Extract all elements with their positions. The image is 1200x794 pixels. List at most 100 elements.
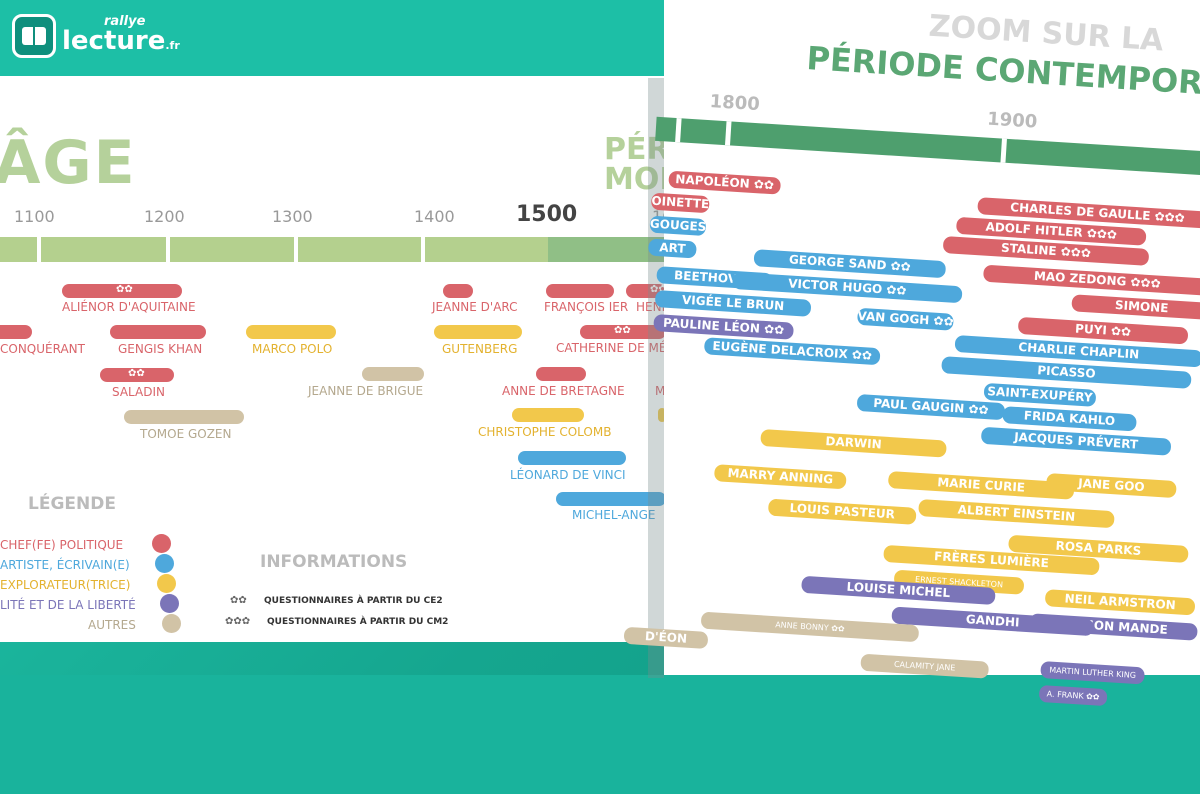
person-bar: EUGÈNE DELACROIX ✿✿ <box>703 337 881 366</box>
logo-lecture: lecture.fr <box>62 26 180 56</box>
info-item: QUESTIONNAIRES À PARTIR DU CE2 <box>264 596 443 606</box>
timeline-bar <box>655 116 1200 176</box>
person-bar: GEORGE SAND ✿✿ <box>753 249 947 279</box>
person-label: LÉONARD DE VINCI <box>510 468 626 482</box>
stars-icon: ✿✿ <box>128 368 145 379</box>
person-bar <box>580 325 666 339</box>
year-label: 1500 <box>516 202 578 227</box>
person-bar: MAO ZEDONG ✿✿✿ <box>982 264 1200 296</box>
person-label: FRANÇOIS IER <box>544 300 629 314</box>
person-bar: PAUL GAUGIN ✿✿ <box>856 393 1006 421</box>
person-bar: A. FRANK ✿✿ <box>1038 684 1108 707</box>
legend-item: EXPLORATEUR(TRICE) <box>0 578 131 592</box>
person-label: SALADIN <box>112 385 165 399</box>
person-bar: MARRY ANNING <box>713 464 847 490</box>
person-bar <box>443 284 473 298</box>
stars-icon: ✿✿ <box>230 595 247 606</box>
stars-icon: ✿✿ <box>650 284 667 295</box>
person-bar <box>512 408 584 422</box>
person-bar <box>536 367 586 381</box>
year-label: 1200 <box>144 207 185 226</box>
stars-icon: ✿✿✿ <box>225 616 251 627</box>
person-label: MARCO POLO <box>252 342 333 356</box>
person-bar: ANNE BONNY ✿✿ <box>700 611 920 643</box>
person-bar: GANDHI <box>891 606 1094 637</box>
person-bar <box>246 325 336 339</box>
timeline-bar <box>0 237 548 262</box>
stars-icon: ✿✿ <box>614 325 631 336</box>
person-bar: D'ÉON <box>623 626 709 650</box>
legend-dot <box>162 614 181 633</box>
left-poster: rallye lecture.fr ÂGE PÉR MOD 1100 1200 1… <box>0 0 684 675</box>
person-bar <box>100 368 174 382</box>
person-bar <box>556 492 666 506</box>
year-label: 1300 <box>272 207 313 226</box>
info-item: QUESTIONNAIRES À PARTIR DU CM2 <box>267 617 449 627</box>
person-label: MICHEL-ANGE <box>572 508 656 522</box>
person-label: JEANNE DE BRIGUE <box>308 384 424 398</box>
person-bar: SIMONE <box>1071 294 1200 320</box>
person-bar: VAN GOGH ✿✿ <box>856 307 954 331</box>
person-label: M <box>655 384 666 398</box>
person-bar: PAULINE LÉON ✿✿ <box>653 314 794 340</box>
person-bar: ART <box>647 238 697 259</box>
era-title: ÂGE <box>0 128 137 198</box>
person-label: ANNE DE BRETAGNE <box>502 384 625 398</box>
legend-title: LÉGENDE <box>28 494 116 514</box>
legend-item: CHEF(FE) POLITIQUE <box>0 538 124 552</box>
person-bar <box>546 284 614 298</box>
person-label: ALIÉNOR D'AQUITAINE <box>62 300 196 314</box>
person-bar: VIGÉE LE BRUN <box>654 290 812 317</box>
person-bar: MARTIN LUTHER KING <box>1040 660 1146 685</box>
legend-item: ARTISTE, ÉCRIVAIN(E) <box>0 558 130 572</box>
person-bar: NEIL ARMSTRON <box>1044 589 1196 616</box>
person-bar <box>658 408 666 422</box>
timeline-tick <box>294 237 298 262</box>
person-bar <box>362 367 424 381</box>
legend-dot <box>152 534 171 553</box>
person-bar <box>0 325 32 339</box>
person-bar: DARWIN <box>760 428 947 458</box>
person-bar <box>124 410 244 424</box>
legend-item: LITÉ ET DE LA LIBERTÉ <box>0 598 136 612</box>
legend-item: AUTRES <box>88 618 136 632</box>
person-bar: LOUIS PASTEUR <box>767 498 917 525</box>
person-bar <box>110 325 206 339</box>
person-bar: OINETTE <box>650 192 710 214</box>
year-label: 1900 <box>986 108 1038 133</box>
timeline-tick <box>421 237 425 262</box>
legend-dot <box>155 554 174 573</box>
person-bar: MARIE CURIE <box>887 471 1075 500</box>
right-poster: ZOOM SUR LA PÉRIODE CONTEMPOR 1800 1900 … <box>623 0 1200 707</box>
year-label: 1800 <box>709 91 761 116</box>
person-bar: JACQUES PRÉVERT <box>980 426 1172 456</box>
logo-rallye: rallye <box>104 14 146 29</box>
info-title: INFORMATIONS <box>260 552 408 572</box>
person-bar: NAPOLÉON ✿✿ <box>668 170 782 195</box>
person-bar <box>518 451 626 465</box>
timeline-tick <box>166 237 170 262</box>
year-label: 1400 <box>414 207 455 226</box>
person-label: GENGIS KHAN <box>118 342 203 356</box>
stars-icon: ✿✿ <box>116 284 133 295</box>
person-bar <box>434 325 522 339</box>
person-bar <box>62 284 182 298</box>
person-label: CATHERINE DE MÉ <box>556 341 667 355</box>
year-label: 1100 <box>14 207 55 226</box>
person-label: TOMOE GOZEN <box>140 427 232 441</box>
poster-header: rallye lecture.fr <box>0 0 670 76</box>
person-bar: GOUGES <box>649 215 707 237</box>
person-bar: FRIDA KAHLO <box>1002 406 1137 432</box>
stars-icon: ✿✿ <box>753 177 775 193</box>
timeline-tick <box>37 237 41 262</box>
person-label: CONQUÉRANT <box>0 342 85 356</box>
person-bar: ALBERT EINSTEIN <box>918 499 1115 529</box>
timeline-bar-modern <box>548 237 665 262</box>
book-logo-icon <box>12 14 56 58</box>
person-label: CHRISTOPHE COLOMB <box>478 425 612 439</box>
poster-paper <box>0 76 665 642</box>
legend-dot <box>160 594 179 613</box>
legend-dot <box>157 574 176 593</box>
person-label: GUTENBERG <box>442 342 518 356</box>
person-label: JEANNE D'ARC <box>432 300 518 314</box>
